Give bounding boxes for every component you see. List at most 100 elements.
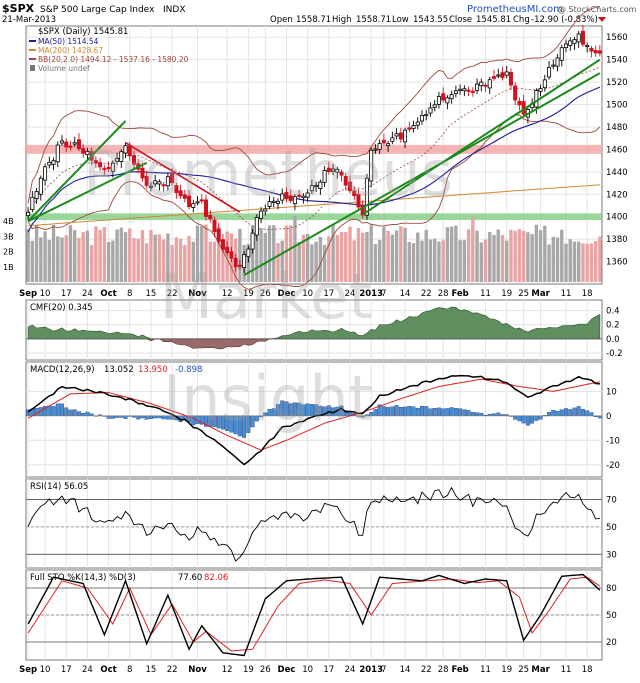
candle-body [419, 114, 425, 122]
volume-bar [356, 228, 361, 282]
volume-bar [433, 238, 437, 282]
candle-body [26, 211, 31, 217]
bb-middle-line [27, 66, 601, 230]
volume-bar [30, 240, 35, 282]
volume-bar [555, 237, 560, 282]
price-x-tick: Oct [100, 289, 116, 299]
volume-bar [81, 231, 85, 282]
bottom-x-tick: 7 [381, 665, 386, 675]
macd-histogram-bar [576, 406, 581, 417]
candle-body [191, 203, 196, 208]
macd-histogram-bar [403, 406, 408, 417]
volume-bar [212, 241, 217, 282]
price-x-tick: 19 [501, 289, 512, 299]
volume-bar [327, 236, 331, 282]
candle-body [466, 89, 471, 92]
trendline-recent [362, 58, 601, 216]
macd-histogram-bar [479, 412, 484, 417]
macd-histogram-bar [110, 415, 115, 419]
volume-bar [411, 243, 416, 282]
volume-bar [416, 232, 420, 282]
volume-bar [51, 224, 56, 282]
candle-body [284, 191, 289, 200]
macd-histogram-bar [525, 415, 530, 426]
candle-body [504, 71, 509, 76]
macd-histogram-bar [547, 412, 552, 417]
macd-signal-value: 13.950 [138, 365, 168, 375]
bottom-x-tick: 17 [323, 665, 334, 675]
macd-histogram-bar [441, 408, 446, 417]
macd-histogram-bar [432, 407, 437, 417]
candle-body [187, 195, 192, 207]
candle-body [292, 196, 297, 205]
macd-axis-frame [25, 361, 603, 478]
candle-body [555, 57, 560, 67]
macd-histogram-bar [136, 415, 141, 420]
price-x-tick: 25 [518, 289, 529, 299]
macd-histogram-bar [462, 409, 467, 417]
macd-histogram-bar [398, 406, 403, 417]
candle-body [547, 66, 552, 78]
volume-bar [348, 226, 352, 282]
macd-histogram-bar [76, 411, 81, 417]
volume-bar [386, 230, 390, 282]
candle-body [43, 166, 48, 181]
volume-bar [297, 242, 301, 282]
candle-body [487, 79, 492, 89]
site-link[interactable]: PrometheusMI.com [467, 4, 563, 15]
bottom-x-tick: 12 [222, 665, 233, 675]
volume-bar [301, 234, 306, 282]
candle-body [462, 88, 467, 92]
bottom-x-tick: Nov [188, 665, 207, 675]
macd-histogram-bar [428, 408, 433, 417]
candle-body [250, 232, 255, 250]
cmf-panel: -0.2 0.0 0.2 0.4 CMF(20) 0.345 [25, 299, 623, 361]
macd-histogram-bar [85, 411, 90, 417]
candle-body [428, 107, 433, 114]
price-x-tick: 8 [127, 289, 132, 299]
candle-body [178, 190, 183, 197]
price-x-tick: 19 [243, 289, 254, 299]
bottom-x-tick: 24 [82, 665, 93, 675]
price-legend-entry: $SPX (Daily) 1545.81 [38, 27, 128, 37]
chart-date: 21-Mar-2013 [2, 15, 56, 25]
price-legend-entry: MA(50) 1514.54 [38, 37, 99, 46]
price-axis-ytick: 1560 [606, 33, 628, 43]
ohlc-close-label: Close [449, 15, 472, 25]
candle-body [445, 97, 450, 104]
volume-bar [471, 216, 475, 282]
volume-bar [534, 224, 539, 282]
candle-body [322, 169, 327, 183]
price-x-tick: 24 [345, 289, 356, 299]
candle-body [326, 167, 331, 173]
bottom-x-tick: 25 [518, 665, 529, 675]
volume-bar [289, 225, 293, 282]
macd-histogram-bar [106, 415, 111, 419]
price-axis-ytick: 1380 [606, 235, 628, 245]
candle-body [144, 175, 149, 186]
candle-body [208, 214, 213, 220]
bottom-x-tick: Mar [531, 665, 550, 675]
macd-histogram-bar [470, 412, 475, 417]
candle-body [318, 181, 323, 189]
volume-bar [369, 225, 373, 282]
candle-body [403, 129, 408, 143]
macd-histogram-bar [386, 407, 391, 417]
price-axis-ytick: 1400 [606, 213, 628, 223]
volume-bar [420, 240, 424, 282]
macd-histogram-bar [453, 408, 458, 417]
volume-bar [488, 231, 492, 282]
bottom-x-tick: 28 [438, 665, 449, 675]
ohlc-high-label: High [332, 15, 352, 25]
candle-body [453, 90, 458, 94]
volume-bar [174, 237, 179, 282]
candle-body [479, 81, 484, 87]
candle-body [267, 201, 272, 207]
candle-body [373, 148, 378, 151]
candle-body [534, 90, 539, 108]
macd-histogram-bar [123, 415, 128, 419]
ma200-line [28, 184, 600, 227]
volume-bar [521, 230, 526, 282]
volume-bar [505, 240, 509, 282]
bottom-x-tick: 24 [345, 665, 356, 675]
